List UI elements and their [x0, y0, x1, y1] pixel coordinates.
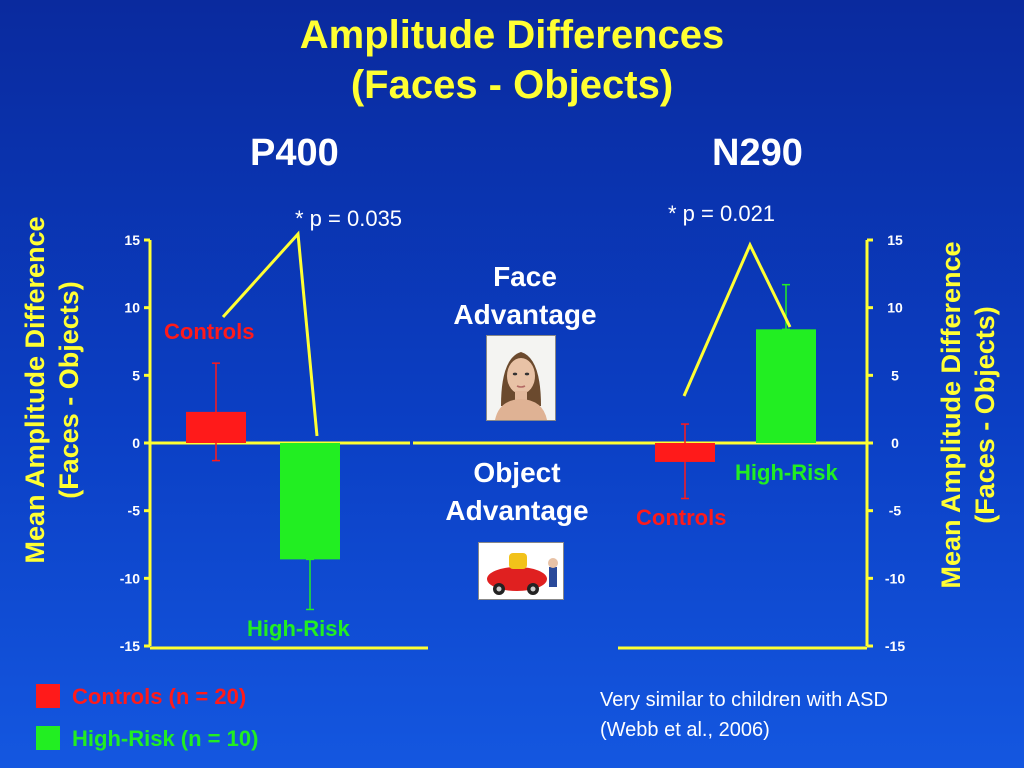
n290-p-value: * p = 0.021	[668, 201, 776, 226]
reference-note-line1: Very similar to children with ASD	[600, 689, 888, 711]
legend-item-high-risk: High-Risk (n = 10)	[36, 726, 258, 752]
face-advantage-label: Face Advantage	[415, 258, 635, 334]
p400-controls-label: Controls	[164, 319, 254, 344]
panel-title-p400: P400	[250, 132, 339, 174]
face-photo	[486, 335, 556, 421]
face-advantage-line1: Face	[493, 261, 557, 292]
legend-swatch-high-risk	[36, 726, 60, 750]
p400-tick-label: 15	[124, 232, 140, 248]
n290-tick-label: 5	[891, 367, 899, 383]
object-advantage-line1: Object	[473, 457, 561, 488]
n290-tick-label: -10	[885, 570, 905, 586]
p400-bar-high-risk	[280, 443, 340, 560]
n290-bar-high-risk	[756, 329, 816, 443]
n290-significance-bracket	[682, 241, 792, 397]
reference-note: Very similar to children with ASD (Webb …	[600, 685, 888, 745]
p400-tick-label: 0	[132, 435, 140, 451]
p400-tick-label: 5	[132, 367, 140, 383]
legend-item-controls: Controls (n = 20)	[36, 684, 246, 710]
slide-title-line2: (Faces - Objects)	[350, 63, 674, 107]
panel-title-n290: N290	[712, 132, 803, 174]
legend-label-controls: Controls (n = 20)	[72, 684, 247, 709]
p400-significance-bracket	[221, 230, 319, 437]
slide-title-line1: Amplitude Differences	[299, 13, 725, 57]
p400-tick-label: 10	[124, 300, 140, 316]
face-advantage-line2: Advantage	[453, 299, 597, 330]
legend-label-high-risk: High-Risk (n = 10)	[72, 726, 259, 751]
n290-tick-label: -5	[889, 503, 902, 519]
object-advantage-line2: Advantage	[445, 495, 589, 526]
p400-tick-label: -5	[128, 503, 141, 519]
n290-tick-label: 0	[891, 435, 899, 451]
p400-tick-label: -10	[120, 570, 140, 586]
n290-high-risk-label: High-Risk	[735, 460, 838, 485]
object-advantage-label: Object Advantage	[407, 454, 627, 530]
reference-note-line2: (Webb et al., 2006)	[600, 719, 770, 741]
toy-object-photo	[478, 542, 564, 600]
n290-tick-label: 15	[887, 232, 903, 248]
legend-swatch-controls	[36, 684, 60, 708]
p400-tick-label: -15	[120, 638, 140, 654]
p400-p-value: * p = 0.035	[295, 206, 403, 231]
n290-tick-label: 10	[887, 300, 903, 316]
p400-high-risk-label: High-Risk	[247, 616, 350, 641]
n290-tick-label: -15	[885, 638, 905, 654]
n290-controls-label: Controls	[636, 505, 726, 530]
